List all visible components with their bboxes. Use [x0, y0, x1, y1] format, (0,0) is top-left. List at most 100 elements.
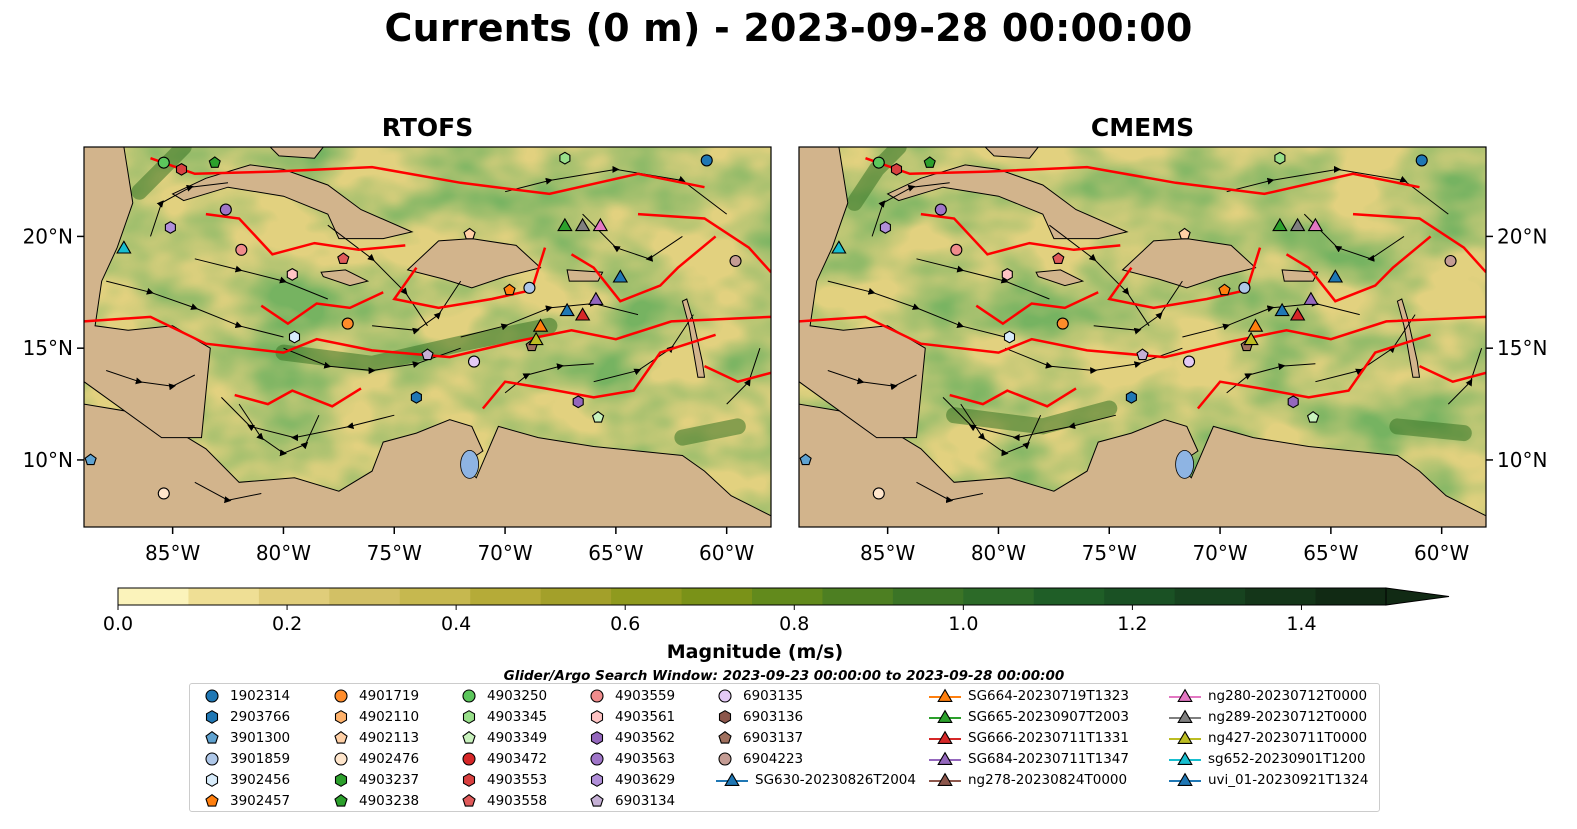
legend-item: ng427-20230711T0000 — [1168, 728, 1367, 748]
legend-marker — [205, 773, 219, 787]
legend-marker — [462, 794, 476, 807]
land — [681, 298, 706, 378]
legend-symbol — [205, 794, 219, 807]
legend-item: SG665-20230907T2003 — [928, 707, 1129, 727]
land — [984, 147, 1039, 159]
argo-float-marker — [923, 156, 936, 168]
legend-marker — [462, 773, 476, 787]
fast-current-band — [674, 418, 746, 446]
legend-symbol — [334, 773, 348, 787]
colorbar-tick-label: 0.2 — [272, 613, 302, 635]
argo-float-marker — [341, 317, 354, 330]
legend-label: 4903349 — [487, 730, 548, 746]
glider-marker — [1272, 217, 1288, 232]
eez-boundary — [1285, 235, 1432, 303]
legend-item: 6903136 — [715, 707, 803, 727]
land — [171, 164, 414, 240]
streamline — [1093, 280, 1183, 335]
legend-label: 4903345 — [487, 709, 548, 725]
legend-label: 4903237 — [359, 772, 420, 788]
argo-float-marker — [288, 330, 301, 344]
colorbar-segment — [258, 588, 330, 605]
legend-item: 3902456 — [202, 770, 290, 790]
legend-symbol — [590, 689, 604, 703]
legend-triangle — [937, 730, 953, 744]
legend-triangle — [724, 772, 740, 786]
eez-boundary — [481, 333, 716, 410]
colorbar-segment — [1033, 588, 1105, 605]
argo-float-marker — [1415, 154, 1428, 167]
legend-symbol — [462, 773, 476, 787]
x-tick-label: 80°W — [971, 541, 1026, 565]
map-frame — [798, 146, 1487, 528]
streamline — [1447, 348, 1483, 405]
legend-label: 4903553 — [487, 772, 548, 788]
argo-float-marker — [1001, 267, 1013, 281]
legend-label: 6903136 — [743, 709, 804, 725]
streamline — [106, 370, 196, 391]
x-tick-label: 75°W — [1082, 541, 1137, 565]
legend-marker — [590, 752, 604, 766]
legend-item: 4902113 — [331, 728, 419, 748]
legend-marker — [590, 731, 604, 745]
streamline — [871, 182, 950, 237]
legend-item: 4903558 — [459, 791, 547, 811]
legend-marker — [334, 752, 348, 766]
argo-float-marker — [1136, 348, 1149, 361]
eez-boundary — [949, 387, 1077, 408]
legend-marker — [590, 773, 604, 787]
lake — [460, 450, 480, 479]
legend-symbol — [205, 689, 219, 703]
legend-label: 6904223 — [743, 751, 804, 767]
x-tick-label: 85°W — [145, 541, 200, 565]
streamline — [327, 224, 428, 327]
eez-boundary — [920, 212, 1121, 256]
legend-marker — [718, 689, 732, 703]
panel-title-cmems: CMEMS — [1090, 113, 1195, 142]
argo-float-marker — [872, 487, 885, 500]
legend-label: 4903559 — [615, 688, 676, 704]
legend-symbol — [334, 794, 348, 807]
legend-item: 4901719 — [331, 686, 419, 706]
legend-label: 6903135 — [743, 688, 804, 704]
legend-item: ng280-20230712T0000 — [1168, 686, 1367, 706]
colorbar-tick-label: 0.8 — [779, 613, 809, 635]
legend-marker — [1169, 772, 1201, 786]
fast-current-band — [131, 147, 192, 200]
legend-triangle — [1177, 709, 1193, 723]
argo-float-marker — [523, 281, 536, 294]
lake — [1175, 450, 1195, 479]
colorbar-segment — [611, 588, 683, 605]
argo-float-marker — [1178, 227, 1191, 240]
colorbar-tick-label: 1.0 — [948, 613, 978, 635]
colorbar: 0.0 0.2 0.4 0.6 0.8 1.0 1.2 1.4 — [103, 587, 1450, 635]
legend-marker — [718, 752, 732, 766]
legend-label: 3901300 — [230, 730, 291, 746]
legend-item: uvi_01-20230921T1324 — [1168, 770, 1368, 790]
x-tick-label: 60°W — [1414, 541, 1469, 565]
legend-symbol — [462, 689, 476, 703]
legend-marker — [205, 710, 219, 724]
legend-label: 4902476 — [359, 751, 420, 767]
legend-symbol — [334, 689, 348, 703]
legend-marker — [929, 751, 961, 765]
eez-boundary — [260, 291, 384, 326]
glider-marker — [557, 217, 573, 232]
legend-symbol — [334, 710, 348, 724]
legend-marker — [590, 710, 604, 724]
legend-triangle — [937, 751, 953, 765]
legend-marker — [929, 730, 961, 744]
legend-symbol — [205, 710, 219, 724]
legend-marker — [590, 794, 604, 807]
legend-item: 4902476 — [331, 749, 419, 769]
colorbar-segment — [1174, 588, 1246, 605]
legend-symbol — [205, 731, 219, 744]
argo-float-marker — [1056, 317, 1069, 330]
map-panels: 85°W 80°W 75°W 70°W 65°W 60°W20°N15°N10°N85°W… — [23, 146, 1547, 565]
eez-boundary — [637, 212, 771, 274]
y-tick-label: 15°N — [23, 336, 73, 360]
legend-marker — [205, 752, 219, 766]
streamline — [827, 370, 917, 391]
legend-item: ng289-20230712T0000 — [1168, 707, 1367, 727]
legend-title: Glider/Argo Search Window: 2023-09-23 00… — [503, 668, 1065, 684]
